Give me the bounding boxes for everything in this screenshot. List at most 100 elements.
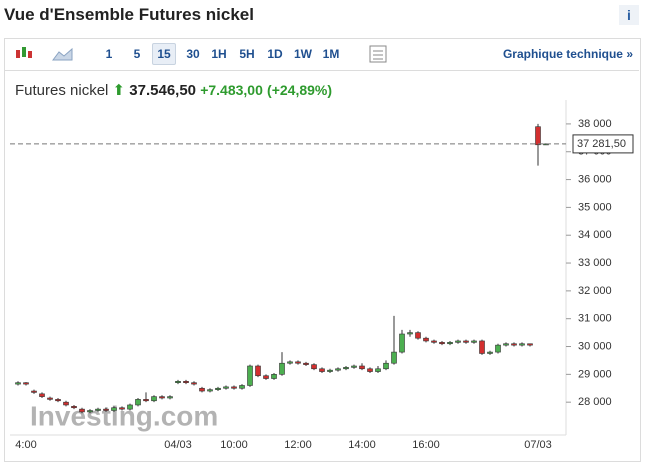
watermark: Investing.com <box>30 400 218 431</box>
candle-body <box>503 343 509 346</box>
y-tick-label: 35 000 <box>578 201 612 213</box>
widget-title: Vue d'Ensemble Futures nickel <box>4 5 254 24</box>
candle-body <box>151 396 157 402</box>
candle-body <box>375 368 381 372</box>
candle-body <box>431 340 437 343</box>
candle-body <box>31 390 37 393</box>
candle-body <box>343 367 349 370</box>
candle-icon[interactable] <box>14 45 34 63</box>
candle-body <box>223 386 229 389</box>
candle-body <box>55 399 61 402</box>
candle-body <box>159 396 165 399</box>
candle-body <box>15 382 21 385</box>
candle-body <box>103 408 109 411</box>
candle-body <box>119 407 125 410</box>
candle-body <box>327 369 333 372</box>
frame <box>4 38 641 462</box>
candle-body <box>63 401 69 406</box>
interval-button[interactable]: 1H <box>211 47 227 61</box>
chart: Investing.com 28 000 29 000 30 000 31 000 32 … <box>10 100 634 451</box>
candle-body <box>447 342 453 345</box>
candle-body <box>335 368 341 371</box>
table-icon[interactable] <box>368 44 388 64</box>
candle-body <box>87 410 93 413</box>
candle-body <box>239 385 245 389</box>
candle-body <box>303 362 309 365</box>
candle-body <box>167 396 173 399</box>
candle-body <box>407 332 413 335</box>
interval-button[interactable]: 1M <box>322 47 340 61</box>
candle-body <box>247 365 253 386</box>
y-tick-label: 36 000 <box>578 173 612 185</box>
info-button[interactable]: i <box>619 5 639 25</box>
quote: Futures nickel ⬆ 37.546,50 +7.483,00 (+2… <box>15 81 332 99</box>
candle-body <box>111 407 117 411</box>
candle-body <box>359 365 365 370</box>
candle-body <box>511 343 517 346</box>
candle-body <box>319 368 325 372</box>
candle-body <box>535 126 541 146</box>
candle-body <box>207 389 213 392</box>
up-arrow: ⬆ <box>112 82 126 99</box>
instrument-name: Futures nickel <box>15 82 109 99</box>
candle-body <box>79 408 85 413</box>
y-tick-label: 34 000 <box>578 229 612 241</box>
candle-body <box>295 361 301 364</box>
candle-body <box>415 332 421 339</box>
candle-body <box>183 381 189 383</box>
price: 37.546,50 <box>129 82 197 99</box>
candle-body <box>455 340 461 343</box>
y-tick-label: 33 000 <box>578 257 612 269</box>
candle-body <box>39 393 45 397</box>
candle-body <box>311 364 317 370</box>
change: +7.483,00 <box>200 82 263 98</box>
candle-body <box>487 351 493 354</box>
interval-button[interactable]: 1W <box>294 47 312 61</box>
interval-button[interactable]: 1D <box>267 47 283 61</box>
x-tick-label: 16:00 <box>412 439 440 451</box>
technical-chart-link[interactable]: Graphique technique » <box>502 47 633 61</box>
candle-body <box>135 399 141 406</box>
candle-body <box>127 404 133 410</box>
x-tick-label: 14:00 <box>348 439 376 451</box>
candle-body <box>439 342 445 345</box>
candle-body <box>367 368 373 372</box>
area-icon[interactable] <box>52 45 74 63</box>
last-price-label: 37 281,50 <box>577 138 626 150</box>
candle-body <box>519 343 525 346</box>
x-tick-label: 10:00 <box>220 439 248 451</box>
interval-button[interactable]: 5H <box>239 47 255 61</box>
candle-body <box>423 337 429 342</box>
candle-body <box>215 387 221 390</box>
last-price-box <box>572 134 634 154</box>
candle-body <box>191 382 197 385</box>
y-tick-label: 29 000 <box>578 368 612 380</box>
candle-body <box>391 351 397 364</box>
candle-body <box>175 381 181 383</box>
interval-button[interactable]: 5 <box>133 47 141 61</box>
candle-body <box>71 406 77 409</box>
toolbar: Graphique technique » 1 5 15 30 1H 5H 1D 1W 1M <box>4 38 639 71</box>
y-tick-label: 30 000 <box>578 340 612 352</box>
candle-body <box>47 397 53 400</box>
candle-body <box>479 340 485 354</box>
y-tick-label: 32 000 <box>578 285 612 297</box>
candle-body <box>95 408 101 411</box>
candle-body <box>23 382 29 385</box>
interval-button[interactable]: 15 <box>152 43 176 65</box>
candle-body <box>351 365 357 368</box>
change-percent: (+24,89%) <box>267 82 333 98</box>
candle-body <box>263 375 269 379</box>
interval-button[interactable]: 30 <box>186 47 200 61</box>
x-tick-label: 04/03 <box>164 439 192 451</box>
candle-body <box>399 333 405 353</box>
y-tick-label: 31 000 <box>578 313 612 325</box>
candle-body <box>231 386 237 389</box>
x-tick-label: 4:00 <box>15 439 36 451</box>
y-tick-label: 38 000 <box>578 118 612 130</box>
interval-button[interactable]: 1 <box>105 47 113 61</box>
candle-body <box>383 362 389 370</box>
x-tick-label: 07/03 <box>524 439 552 451</box>
candle-body <box>471 340 477 343</box>
